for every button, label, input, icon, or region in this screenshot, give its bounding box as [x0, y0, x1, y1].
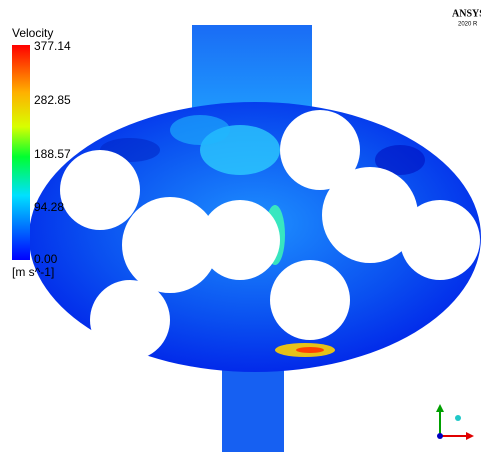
legend-label: 377.14: [34, 39, 71, 53]
legend-label: 0.00: [34, 252, 58, 266]
legend-title: Velocity: [12, 26, 53, 40]
legend-label: 282.85: [34, 93, 71, 107]
color-bar: [12, 45, 30, 260]
brand: ANSYS 2020 R: [452, 8, 481, 27]
brand-name: ANSYS: [452, 8, 481, 19]
brand-version: 2020 R: [458, 22, 478, 28]
legend-unit: [m s^-1]: [12, 265, 54, 279]
legend-label: 188.57: [34, 147, 71, 161]
legend-label: 94.28: [34, 200, 64, 214]
screenshot: Velocity 377.14 282.85 188.57 94.28 0.00…: [0, 0, 481, 452]
axis-triad: [436, 404, 474, 440]
flow-field: [29, 25, 481, 452]
